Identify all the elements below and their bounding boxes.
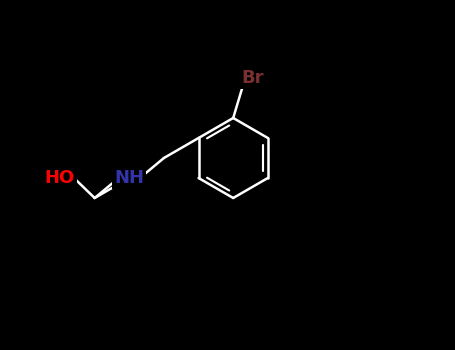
Text: NH: NH: [114, 169, 144, 187]
Text: HO: HO: [45, 169, 75, 187]
Text: Br: Br: [242, 69, 264, 87]
